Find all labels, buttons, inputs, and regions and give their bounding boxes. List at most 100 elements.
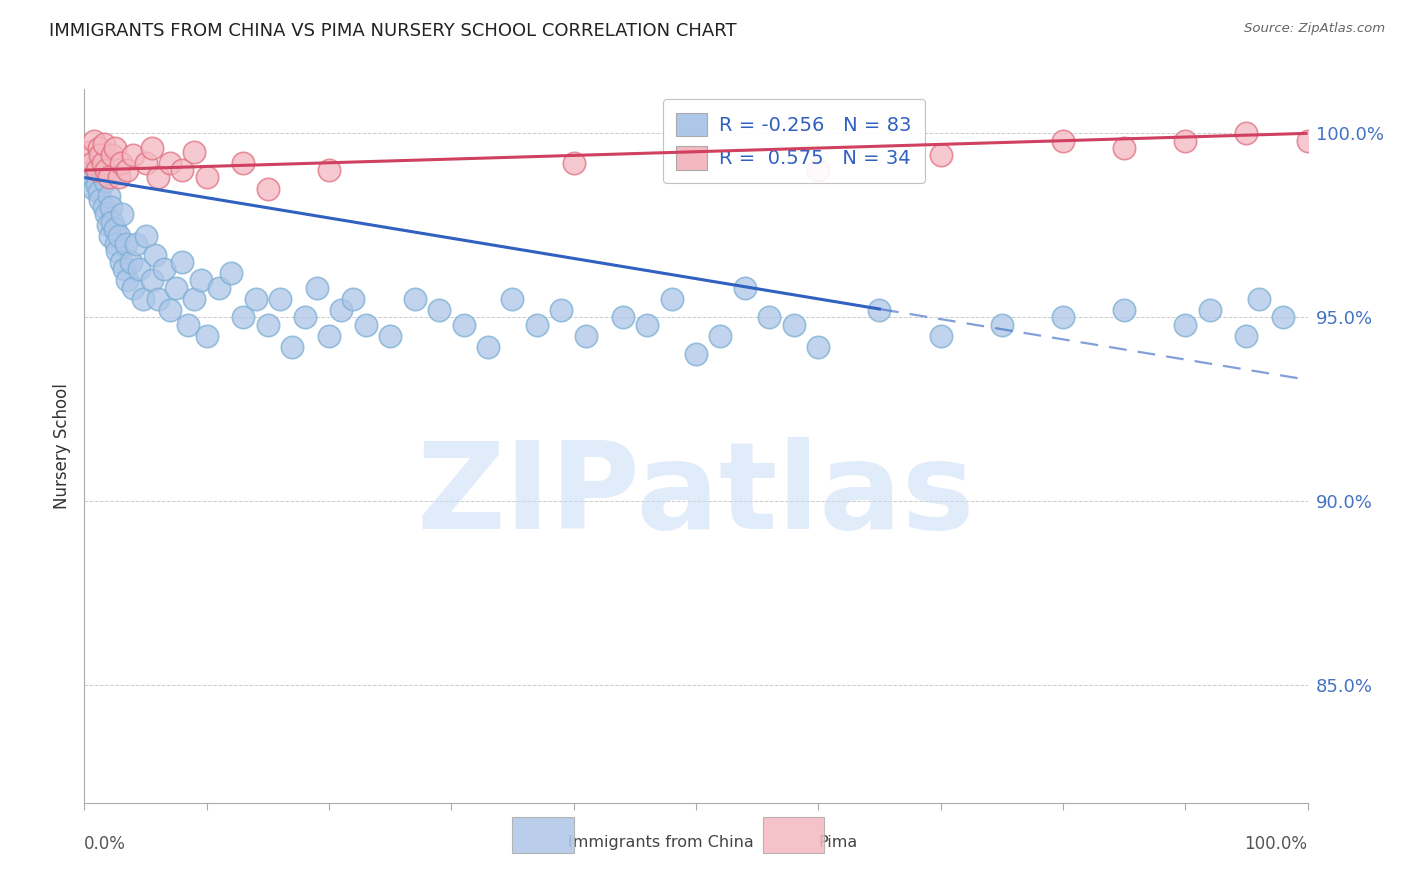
Point — [135, 155, 157, 169]
Point — [107, 229, 129, 244]
Point — [427, 302, 450, 317]
Text: IMMIGRANTS FROM CHINA VS PIMA NURSERY SCHOOL CORRELATION CHART: IMMIGRANTS FROM CHINA VS PIMA NURSERY SC… — [49, 22, 737, 40]
Point — [105, 236, 128, 251]
Text: 100.0%: 100.0% — [1244, 835, 1308, 853]
Point — [1052, 310, 1074, 325]
Point — [380, 328, 402, 343]
Point — [281, 340, 304, 354]
Point — [120, 255, 142, 269]
Legend: R = -0.256   N = 83, R =  0.575   N = 34: R = -0.256 N = 83, R = 0.575 N = 34 — [662, 99, 925, 184]
Point — [87, 141, 110, 155]
Point — [83, 134, 105, 148]
Point — [1174, 134, 1197, 148]
Point — [807, 163, 830, 178]
Point — [165, 281, 187, 295]
Point — [141, 141, 163, 155]
Point — [122, 148, 145, 162]
Point — [661, 292, 683, 306]
Point — [245, 292, 267, 306]
Point — [96, 207, 118, 221]
Point — [1296, 134, 1319, 148]
Point — [93, 200, 115, 214]
Point — [172, 163, 194, 178]
Point — [269, 292, 291, 306]
Point — [86, 178, 108, 192]
Point — [97, 219, 120, 233]
Point — [122, 281, 145, 295]
Point — [1052, 134, 1074, 148]
Point — [91, 167, 114, 181]
Point — [1272, 310, 1295, 325]
Point — [115, 236, 138, 251]
Point — [105, 244, 128, 258]
Point — [115, 273, 138, 287]
Point — [502, 292, 524, 306]
Point — [232, 310, 254, 325]
Point — [929, 148, 952, 162]
Point — [96, 163, 118, 178]
Point — [526, 318, 548, 332]
Point — [94, 174, 117, 188]
FancyBboxPatch shape — [513, 817, 574, 853]
Point — [128, 262, 150, 277]
Point — [195, 328, 218, 343]
Point — [758, 310, 780, 325]
Point — [97, 170, 120, 185]
Point — [685, 347, 707, 361]
Point — [453, 318, 475, 332]
Point — [89, 148, 111, 162]
Point — [80, 155, 103, 169]
Point — [294, 310, 316, 325]
Point — [89, 193, 111, 207]
Point — [159, 302, 181, 317]
Point — [159, 155, 181, 169]
Point — [1114, 141, 1136, 155]
Point — [257, 318, 280, 332]
Point — [709, 328, 731, 343]
Point — [153, 262, 176, 277]
Point — [612, 310, 634, 325]
Point — [342, 292, 364, 306]
Point — [86, 163, 108, 178]
Point — [101, 148, 124, 162]
Point — [101, 214, 124, 228]
Point — [318, 328, 340, 343]
Point — [110, 155, 132, 169]
Point — [1174, 318, 1197, 332]
Point — [146, 170, 169, 185]
Point — [257, 181, 280, 195]
Point — [550, 302, 572, 317]
Text: ZIPatlas: ZIPatlas — [416, 437, 976, 555]
Point — [98, 229, 121, 244]
Point — [104, 222, 127, 236]
Point — [190, 273, 212, 287]
Point — [107, 170, 129, 185]
Point — [330, 302, 353, 317]
Point — [562, 155, 585, 169]
Point — [734, 281, 756, 295]
Point — [77, 145, 100, 159]
Point — [869, 302, 891, 317]
Point — [79, 163, 101, 178]
Point — [477, 340, 499, 354]
Point — [143, 248, 166, 262]
Point — [83, 181, 105, 195]
Point — [86, 155, 108, 169]
Point — [132, 292, 155, 306]
Point — [115, 163, 138, 178]
Point — [1236, 328, 1258, 343]
Point — [1236, 126, 1258, 140]
Point — [110, 255, 132, 269]
Point — [575, 328, 598, 343]
Point — [112, 262, 135, 277]
Point — [404, 292, 426, 306]
Point — [91, 155, 114, 169]
Point — [111, 207, 134, 221]
Point — [232, 155, 254, 169]
Text: Immigrants from China: Immigrants from China — [568, 835, 754, 850]
Point — [183, 292, 205, 306]
Point — [305, 281, 328, 295]
Point — [991, 318, 1014, 332]
Text: 0.0%: 0.0% — [84, 835, 127, 853]
Point — [1247, 292, 1270, 306]
